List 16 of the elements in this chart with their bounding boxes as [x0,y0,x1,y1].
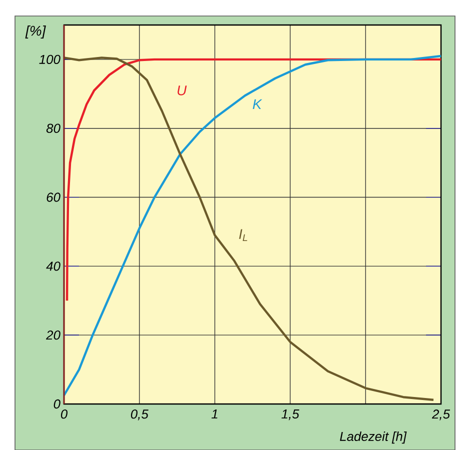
series-label: I$_{L}$ [239,229,248,241]
series-label: U [178,85,187,96]
x-tick-label: 0,5 [130,409,148,420]
series-label: K [252,99,262,109]
y-tick-label: 80 [46,124,60,133]
x-axis-title: Ladezeit [h] [340,431,407,444]
y-tick-label: 40 [46,261,60,271]
y-tick-label: 0 [54,399,60,408]
y-tick-label: 20 [46,330,60,340]
y-axis-title: [%] [25,25,46,38]
x-tick-label: 0 [60,409,68,418]
y-tick-label: 60 [46,192,60,202]
x-tick-label: 2,5 [432,409,450,420]
x-tick-label: 1,5 [282,409,300,420]
x-tick-label: 1 [212,409,218,418]
y-tick-label: 100 [39,54,60,64]
